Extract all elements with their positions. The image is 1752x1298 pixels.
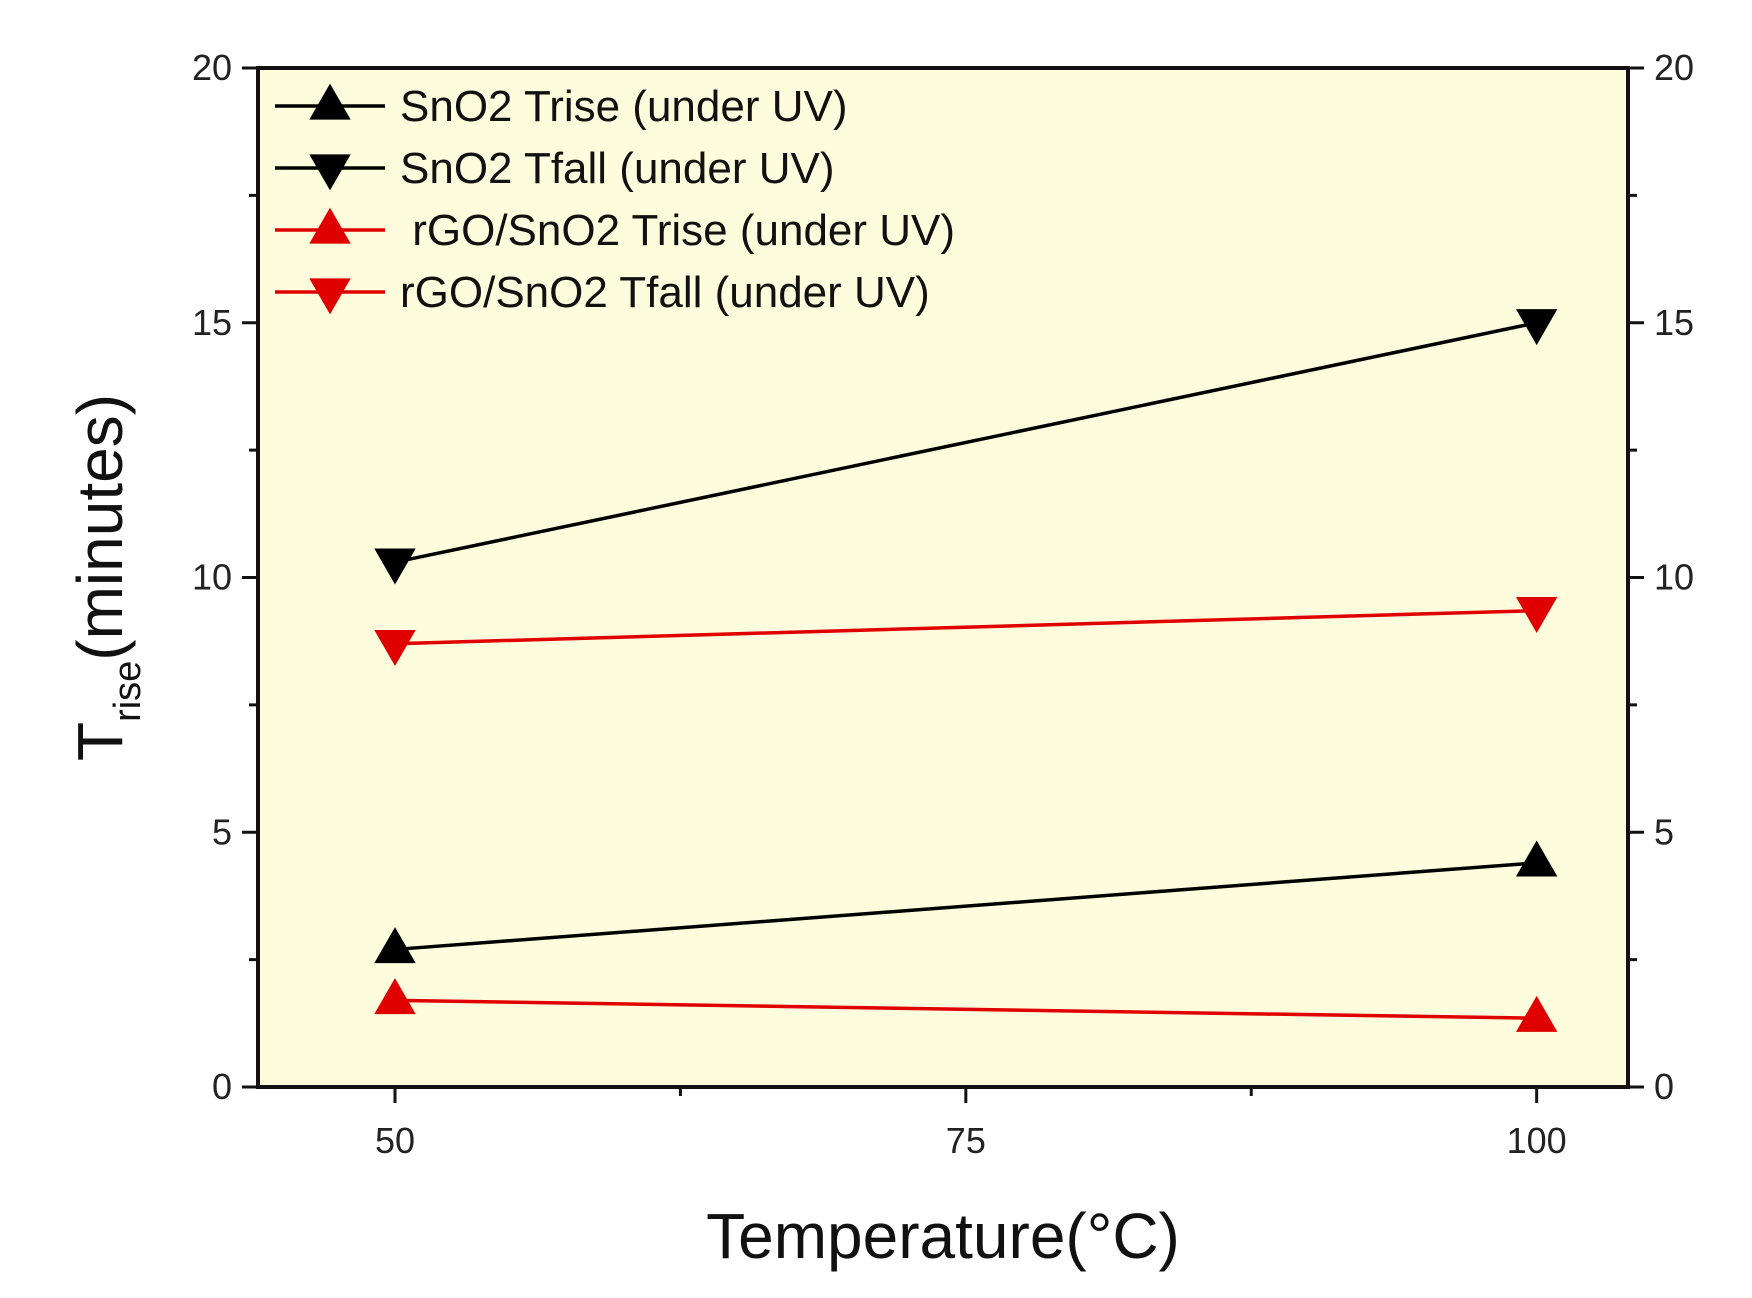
series-line-1 — [394, 321, 1538, 564]
data-point — [374, 927, 416, 964]
svg-text:Trise(minutes): Trise(minutes) — [64, 394, 149, 761]
series-line-0 — [394, 861, 1537, 952]
y-axis-title-subscript: rise — [107, 661, 149, 722]
legend-label: SnO2 Tfall (under UV) — [400, 144, 834, 193]
y-tick-label-right: 10 — [1654, 557, 1694, 598]
legend-marker — [309, 154, 351, 191]
data-point — [1515, 596, 1558, 633]
x-tick-label: 50 — [375, 1120, 415, 1161]
x-tick-label: 100 — [1507, 1120, 1567, 1161]
y-axis-title-unit: (minutes) — [64, 394, 136, 661]
legend-label: rGO/SnO2 Trise (under UV) — [400, 206, 955, 255]
y-axis-title: Trise(minutes) — [64, 394, 149, 761]
data-point — [1515, 840, 1558, 877]
x-axis-title: Temperature(°C) — [706, 1200, 1180, 1272]
data-point — [374, 548, 416, 585]
series-lines — [394, 321, 1538, 1020]
legend-marker — [309, 83, 351, 120]
data-point — [374, 978, 416, 1015]
y-tick-label-left: 10 — [192, 557, 232, 598]
data-point — [1515, 309, 1558, 346]
legend-label: rGO/SnO2 Tfall (under UV) — [400, 268, 930, 317]
y-axis-title-main: T — [64, 722, 136, 761]
legend-marker — [309, 207, 351, 244]
y-tick-label-right: 5 — [1654, 811, 1674, 852]
y-tick-label-right: 0 — [1654, 1066, 1674, 1107]
series-markers — [374, 309, 1558, 1032]
data-point — [374, 630, 416, 667]
plot-area — [258, 68, 1628, 1087]
y-tick-label-left: 5 — [212, 811, 232, 852]
plot-frame — [256, 66, 1630, 1089]
y-tick-label-left: 15 — [192, 302, 232, 343]
series-line-3 — [394, 608, 1537, 646]
y-tick-label-left: 0 — [212, 1066, 232, 1107]
series-line-2 — [394, 998, 1537, 1020]
legend-marker — [309, 278, 351, 315]
y-tick-label-right: 20 — [1654, 47, 1694, 88]
legend-label: SnO2 Trise (under UV) — [400, 82, 848, 131]
data-point — [1515, 995, 1558, 1032]
y-tick-label-right: 15 — [1654, 302, 1694, 343]
y-tick-label-left: 20 — [192, 47, 232, 88]
x-tick-label: 75 — [946, 1120, 986, 1161]
legend: SnO2 Trise (under UV) SnO2 Tfall (under U… — [275, 82, 955, 317]
axis-ticks: 0 0 5 5 10 10 15 15 20 20 50 75 100 — [192, 47, 1694, 1161]
